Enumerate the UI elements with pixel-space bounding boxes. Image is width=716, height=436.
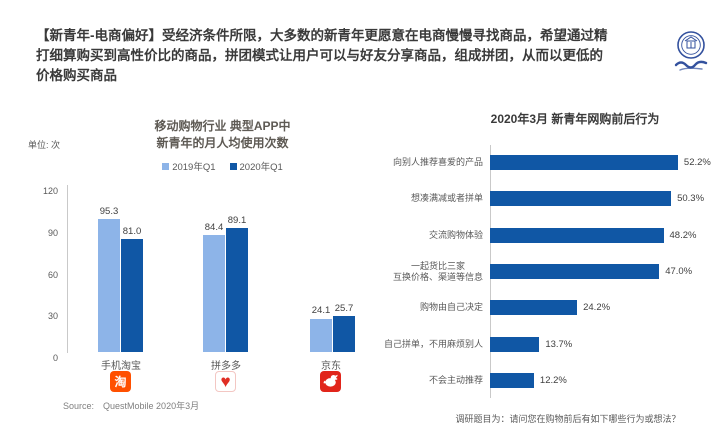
hbar-6 [490,373,534,389]
pinduoduo-heart-glyph: ♥ [220,372,231,391]
category-label-pinduoduo: 拼多多 [211,361,241,372]
bar-2020年Q1-京东 [333,316,355,352]
left-chart-legend: 2019年Q1 2020年Q1 [115,159,330,173]
pinduoduo-app-icon: ♥ [215,371,236,392]
legend-label-1: 2020年Q1 [239,162,283,173]
survey-note: 调研题目为：请问您在购物前后有如下哪些行为或想法？ [455,414,681,424]
y-tick-0: 0 [52,353,58,363]
bar-value-2019年Q1-京东: 24.1 [311,305,331,317]
bar-value-2020年Q1-拼多多: 89.1 [227,215,247,227]
hbar-value-1: 50.3% [677,193,705,205]
source-line: Source: QuestMobile 2020年3月 [63,399,199,412]
hbar-label-2: 交流购物体验 [375,230,483,241]
y-tick-60: 60 [47,269,58,280]
hbar-label-3: 一起货比三家 互换价格、渠道等信息 [375,261,483,283]
hbar-value-4: 24.2% [583,302,611,314]
hbar-plot: 向别人推荐喜爱的产品 52.2% 想凑满减或者拼单 50.3% 交流购物体验 48.2% 一… [375,143,716,403]
category-label-jd: 京东 [321,361,341,372]
legend-swatch-1 [229,162,237,170]
left-chart-title-line2: 新青年的月人均使用次数 [156,136,289,150]
hbar-label-4: 购物由自己决定 [375,302,483,313]
hbar-label-text-5: 自己拼单，不用麻烦别人 [383,338,483,349]
left-chart-title: 移动购物行业 典型APP中 新青年的月人均使用次数 [115,118,330,152]
hbar-0 [490,155,678,170]
page-title: 【新青年-电商偏好】受经济条件所限，大多数的新青年更愿意在电商慢慢寻找商品，希望… [36,28,608,83]
hbar-label-text-1: 想凑满减或者拼单 [410,193,483,204]
hbar-label-0: 向别人推荐喜爱的产品 [375,157,483,168]
source-prefix: Source: [63,401,95,411]
y-tick-90: 90 [47,227,58,238]
hbar-5 [490,336,540,352]
legend-swatch-0 [162,162,170,170]
left-chart-title-line1: 移动购物行业 典型APP中 [154,119,291,133]
bar-value-2020年Q1-手机淘宝: 81.0 [122,226,142,238]
university-seal-logo [668,30,714,82]
hbar-4 [490,300,578,316]
legend-item-1: 2020年Q1 [229,159,283,173]
hbar-label-text-3: 一起货比三家 互换价格、渠道等信息 [392,260,483,282]
left-chart-unit-label: 单位: 次 [28,140,61,150]
hbar-value-6: 12.2% [539,375,567,387]
bar-2020年Q1-拼多多 [226,228,248,352]
taobao-app-icon: 淘 [110,371,131,392]
legend-label-0: 2019年Q1 [172,162,216,173]
legend-item-0: 2019年Q1 [162,159,216,173]
hbar-value-0: 52.2% [683,157,711,168]
y-tick-120: 120 [42,186,58,196]
hbar-label-5: 自己拼单，不用麻烦别人 [375,339,483,350]
hbar-label-6: 不会主动推荐 [375,375,483,386]
hbar-value-3: 47.0% [665,266,693,278]
bar-2019年Q1-手机淘宝 [98,219,120,352]
taobao-glyph: 淘 [114,375,127,389]
hbar-1 [490,191,672,207]
category-label-taobao: 手机淘宝 [101,361,141,372]
jd-app-icon [320,371,341,392]
hbar-2 [490,227,664,243]
hbar-label-text-0: 向别人推荐喜爱的产品 [392,157,483,167]
hbar-label-1: 想凑满减或者拼单 [375,193,483,204]
bar-value-2020年Q1-京东: 25.7 [334,303,354,315]
hbar-value-2: 48.2% [669,229,697,241]
hbar-label-text-6: 不会主动推荐 [428,375,483,386]
hbar-value-5: 13.7% [545,338,573,350]
bar-value-2019年Q1-拼多多: 84.4 [204,221,224,233]
jd-dog-icon [323,374,338,387]
right-chart-title: 2020年3月 新青年网购前后行为 [490,112,660,126]
left-y-axis-line [67,185,68,353]
hbar-3 [490,264,660,280]
bar-2019年Q1-拼多多 [203,234,225,352]
grouped-bar-plot: 95.3 84.4 24.1 81.0 89.1 25.7 [68,185,368,352]
source-text: QuestMobile 2020年3月 [103,401,200,411]
y-tick-30: 30 [47,311,58,322]
left-y-axis: 120 90 60 30 0 [28,185,62,365]
bar-value-2019年Q1-手机淘宝: 95.3 [99,206,119,218]
hbar-label-text-4: 购物由自己决定 [419,302,483,313]
bar-2019年Q1-京东 [310,318,332,352]
hbar-label-text-2: 交流购物体验 [428,229,483,240]
bar-2020年Q1-手机淘宝 [121,239,143,352]
